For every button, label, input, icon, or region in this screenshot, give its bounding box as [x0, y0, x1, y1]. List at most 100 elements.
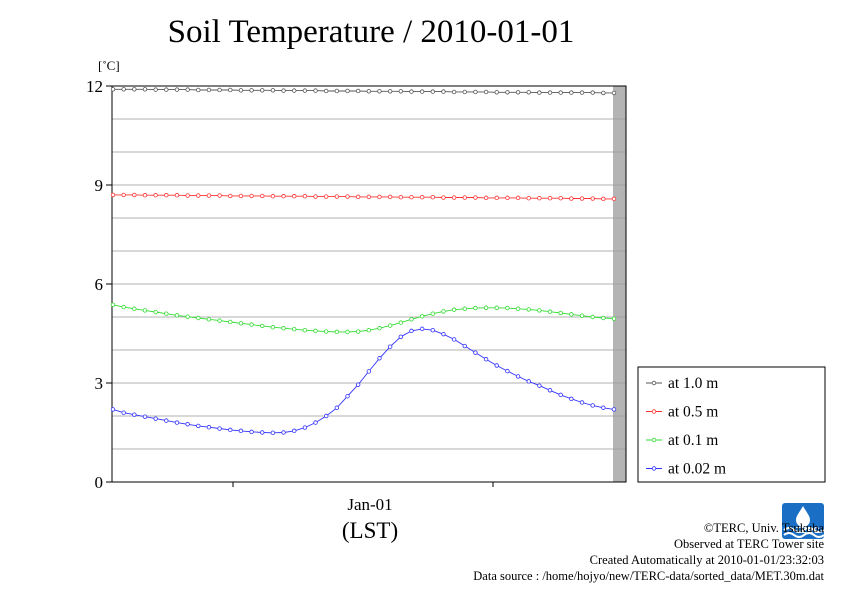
data-point [494, 195, 499, 201]
data-point [590, 90, 595, 95]
data-point [398, 320, 404, 325]
data-point [505, 368, 510, 374]
data-point [483, 305, 489, 310]
data-point [601, 315, 606, 321]
data-point [238, 321, 244, 326]
data-point [462, 89, 467, 95]
data-point [228, 319, 233, 325]
data-point [547, 90, 553, 95]
legend-swatch-point [651, 466, 657, 471]
data-point [217, 87, 222, 93]
y-tick-label: 6 [95, 275, 104, 294]
data-point [419, 314, 425, 319]
data-point [292, 194, 297, 199]
data-point [313, 328, 318, 334]
data-point [249, 429, 254, 435]
data-point [387, 89, 393, 94]
data-point [345, 329, 350, 335]
data-point [537, 383, 542, 388]
data-point [398, 89, 404, 94]
data-point [313, 194, 318, 199]
data-point [579, 400, 585, 405]
data-point [110, 87, 116, 92]
data-point [302, 425, 308, 430]
data-point [398, 334, 404, 339]
data-point [473, 305, 478, 311]
x-tick-label: Jan-01 [347, 495, 392, 514]
data-point [217, 426, 222, 431]
data-point [270, 194, 276, 199]
data-point [164, 87, 169, 92]
data-point [110, 407, 116, 412]
data-point [142, 87, 148, 92]
data-point [270, 88, 276, 93]
data-point [281, 430, 286, 435]
data-point [292, 428, 297, 434]
data-point [142, 414, 148, 419]
series-line [112, 328, 615, 434]
data-point [451, 337, 457, 342]
data-point [217, 193, 222, 198]
data-point [185, 314, 190, 319]
data-point [174, 313, 180, 318]
data-point [526, 379, 531, 384]
data-point [366, 89, 372, 94]
data-point [430, 311, 435, 316]
y-tick-label: 0 [95, 473, 104, 492]
data-point [515, 195, 521, 201]
legend-label: at 1.0 m [668, 375, 718, 392]
data-point [366, 328, 372, 333]
observed-text: Observed at TERC Tower site [673, 537, 824, 551]
data-point [547, 388, 553, 393]
data-point [505, 195, 510, 201]
data-point [601, 90, 606, 96]
data-point [409, 195, 414, 200]
data-point [601, 405, 606, 410]
data-point [132, 192, 137, 198]
data-point [185, 422, 190, 427]
data-point [174, 193, 180, 198]
data-point [260, 88, 265, 93]
legend-label: at 0.1 m [668, 432, 718, 449]
data-point [355, 329, 361, 334]
data-point [441, 89, 446, 94]
data-point [110, 302, 116, 307]
data-point [196, 315, 201, 321]
data-point [569, 196, 574, 201]
data-point [558, 195, 563, 201]
credits-block: ©TERC, Univ. Tsukuba Observed at TERC To… [473, 520, 824, 584]
data-point [569, 90, 574, 95]
data-point [334, 405, 340, 410]
data-point [473, 350, 478, 355]
data-point [569, 396, 574, 402]
data-point [313, 88, 318, 93]
data-point [398, 195, 404, 200]
data-point [206, 425, 212, 430]
data-point [451, 89, 457, 95]
data-point [515, 374, 521, 379]
legend-swatch-point [651, 380, 657, 386]
data-point [419, 195, 425, 200]
data-point [249, 322, 254, 327]
y-tick-label: 9 [95, 176, 104, 195]
data-point [238, 88, 244, 93]
data-point [462, 195, 467, 200]
data-point [515, 306, 521, 311]
data-point [196, 193, 201, 198]
data-point [462, 306, 467, 311]
data-point [174, 87, 180, 92]
data-point [409, 328, 414, 334]
data-point [142, 193, 148, 198]
data-point [153, 416, 158, 421]
data-point [228, 87, 233, 93]
data-point [494, 90, 499, 95]
data-point [132, 306, 137, 311]
data-point [377, 356, 382, 361]
data-point [366, 369, 372, 374]
data-point [302, 328, 308, 333]
data-point [419, 89, 425, 94]
data-point [409, 89, 414, 94]
data-point [238, 428, 244, 434]
data-point [355, 88, 361, 94]
data-point [611, 316, 617, 321]
